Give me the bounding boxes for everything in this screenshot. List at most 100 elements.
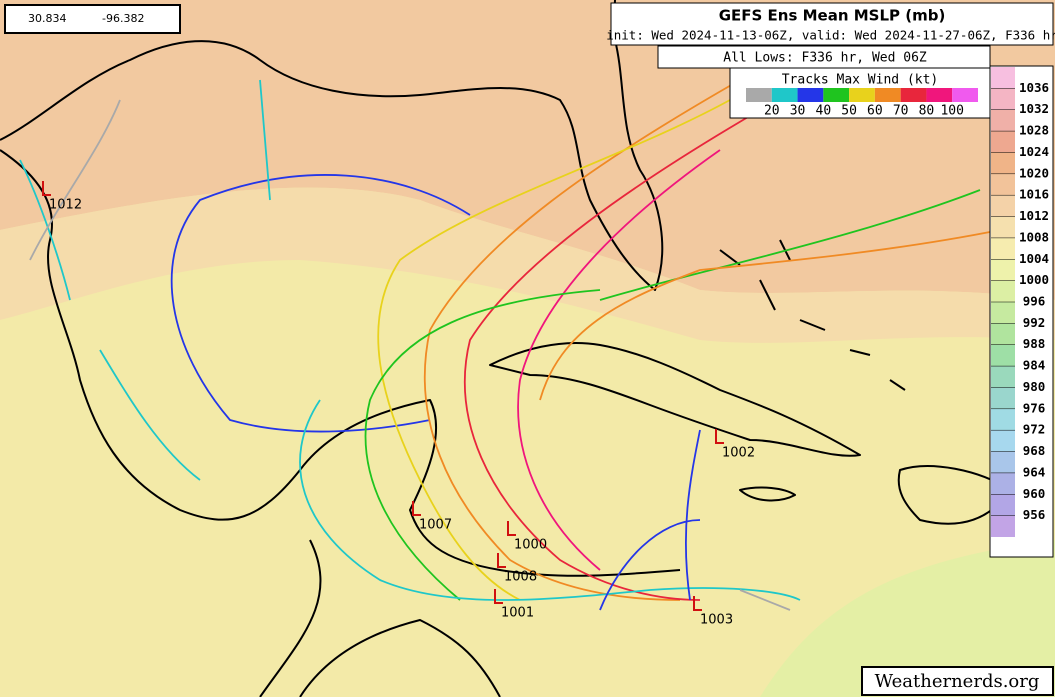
wind-color [926,88,953,102]
pressure-label: 1020 [1019,165,1049,180]
wind-label: 50 [841,104,857,119]
low-marker [715,429,724,444]
low-label: 1001 [501,606,534,621]
pressure-fill-low [760,540,1055,697]
track [170,174,471,433]
pressure-color [991,131,1015,153]
pressure-color [991,408,1015,431]
wind-color [900,88,927,102]
pressure-color [991,237,1015,260]
lows: 1012 1002 1007 1000 1008 1001 1003 [42,181,755,628]
track [299,399,801,601]
pressure-color [991,430,1015,452]
low-marker [494,589,503,604]
track [539,229,1001,401]
title: GEFS Ens Mean MSLP (mb) [719,7,946,25]
low-label: 1003 [700,613,733,628]
cursor-box [4,4,181,34]
pressure-color [991,280,1015,302]
wind-label: 40 [816,104,832,119]
track [29,99,791,611]
pressure-label: 956 [1023,507,1046,522]
pressure-label: 1000 [1019,272,1049,287]
track [423,79,741,601]
track [364,189,981,601]
pressure-label: 1012 [1019,208,1049,223]
pressure-color [991,344,1015,367]
wind-label: 70 [893,104,909,119]
pressure-color [991,366,1015,388]
pressure-label: 1008 [1019,229,1049,244]
pressure-label: 1028 [1019,123,1049,138]
cuba [489,341,861,457]
wind-label: 20 [764,104,780,119]
low-marker [693,596,702,611]
wind-color [874,88,901,102]
pressure-color [991,515,1015,537]
watermark: Weathernerds.org [875,671,1040,692]
wind-color [952,88,978,102]
pressure-color [991,472,1015,495]
wind-color [849,88,875,102]
ensemble-tracks [19,79,1001,611]
wind-label: 100 [940,104,963,119]
wind-legend: 20 30 40 50 60 70 80 100 [746,88,978,119]
pressure-fill-mid [0,187,1055,343]
pressure-color [991,302,1015,324]
pressure-label: 1016 [1019,187,1049,202]
pressure-label: 1004 [1019,251,1049,266]
low-label: 1000 [514,538,547,553]
pressure-color [991,323,1015,345]
title-box [610,2,1054,46]
track [19,79,271,481]
wind-color [797,88,824,102]
pressure-label: 976 [1023,400,1046,415]
subtitle: init: Wed 2024-11-13-06Z, valid: Wed 202… [606,28,1055,43]
pressure-color [991,152,1015,174]
pressure-color [991,494,1015,516]
pressure-color [991,195,1015,217]
central-america [259,539,501,697]
lows-label: All Lows: F336 hr, Wed 06Z [723,51,927,66]
pressure-label: 984 [1023,358,1046,373]
pressure-label: 996 [1023,294,1046,309]
track [517,149,721,571]
pressure-color [991,173,1015,196]
low-label: 1008 [504,570,537,585]
low-label: 1007 [419,518,452,533]
cursor-lon: -96.382 [102,12,144,25]
track [599,429,701,611]
pressure-label: 972 [1023,422,1046,437]
track [377,99,731,601]
pressure-label: 968 [1023,443,1046,458]
wind-legend-title: Tracks Max Wind (kt) [782,73,939,88]
cursor-lat: 30.834 [28,12,67,25]
pressure-label: 1036 [1019,80,1049,95]
pressure-color [991,259,1015,281]
pressure-label: 960 [1023,486,1046,501]
pressure-label: 988 [1023,336,1046,351]
pressure-label: 964 [1023,464,1046,479]
jamaica [739,486,796,502]
bahamas [719,239,906,391]
track [463,109,761,601]
pressure-color [991,88,1015,110]
wind-label: 80 [919,104,935,119]
low-marker [497,553,506,568]
wind-color [771,88,798,102]
wind-color [823,88,850,102]
pressure-label: 1032 [1019,101,1049,116]
pressure-label: 980 [1023,379,1046,394]
pressure-color [991,387,1015,409]
low-label: 1002 [722,446,755,461]
watermark-box [861,666,1054,696]
pressure-label: 1024 [1019,144,1049,159]
low-label: 1012 [49,198,82,213]
low-marker [507,521,516,536]
wind-label: 30 [790,104,806,119]
pressure-color [991,216,1015,238]
pressure-color [991,67,1015,89]
pressure-color [991,451,1015,473]
low-marker [42,181,51,196]
